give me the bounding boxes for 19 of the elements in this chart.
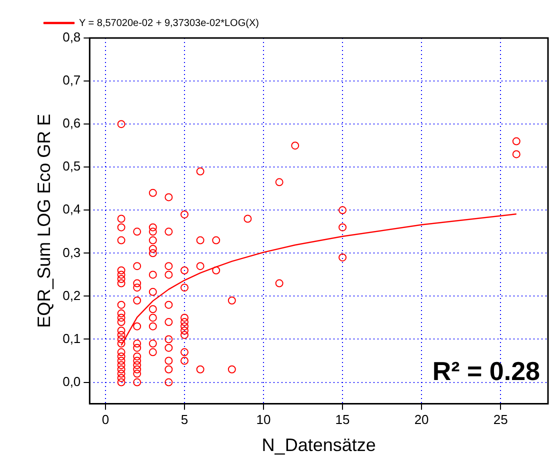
x-tick-label: 10	[256, 412, 271, 428]
x-tick-label: 0	[102, 412, 110, 428]
y-tick-label: 0,7	[62, 72, 81, 88]
x-tick-label: 15	[335, 412, 350, 428]
y-tick-label: 0,6	[62, 116, 81, 131]
y-tick-label: 0,3	[62, 244, 81, 260]
x-tick-label: 25	[493, 412, 508, 428]
y-tick-label: 0,8	[62, 30, 81, 45]
legend-label: Y = 8,57020e-02 + 9,37303e-02*LOG(X)	[79, 18, 259, 29]
y-tick-label: 0,0	[62, 374, 81, 389]
y-axis-title: EQR_Sum LOG Eco GR E	[34, 114, 54, 328]
x-tick-label: 5	[180, 412, 188, 428]
annotation: R² = 0.28	[432, 356, 540, 386]
y-tick-label: 0,2	[62, 288, 81, 303]
x-axis-title: N_Datensätze	[262, 435, 376, 456]
y-tick-label: 0,5	[62, 158, 81, 174]
y-tick-label: 0,4	[62, 202, 81, 217]
x-tick-label: 20	[414, 412, 429, 428]
y-tick-label: 0,1	[62, 330, 81, 346]
